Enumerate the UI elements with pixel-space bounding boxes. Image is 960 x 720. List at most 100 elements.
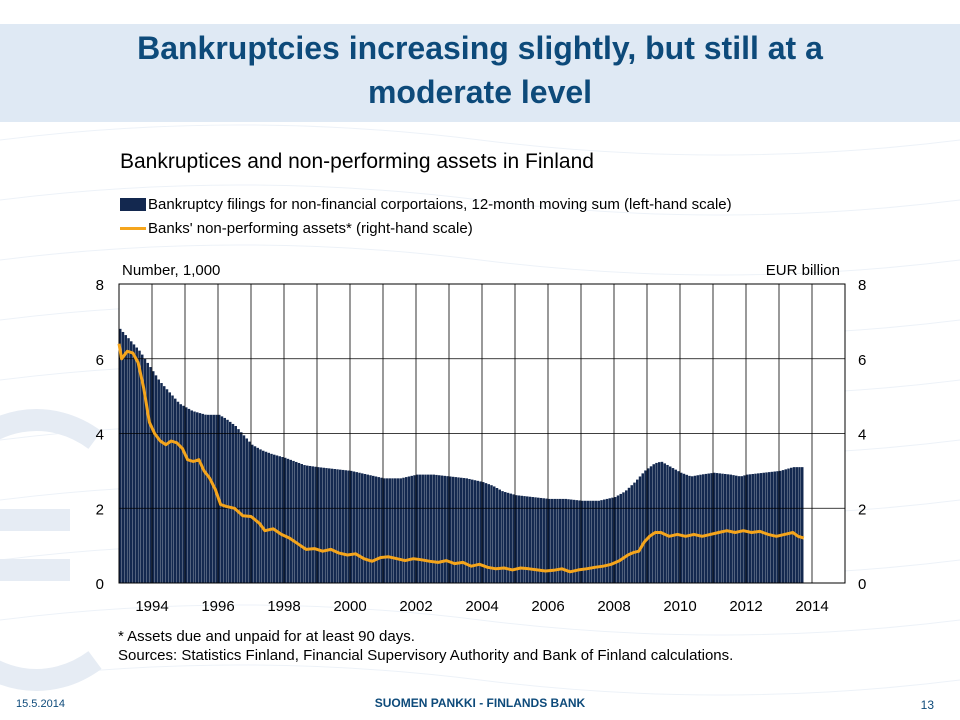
bankruptcy-bar (171, 395, 174, 583)
bankruptcy-bar (473, 480, 477, 583)
bankruptcy-bar (380, 477, 383, 583)
right-y-tick-label: 6 (858, 352, 866, 369)
bankruptcy-bar (132, 344, 136, 583)
bankruptcy-bar (570, 499, 573, 583)
bankruptcy-bar (121, 331, 125, 583)
npa-line (117, 343, 805, 574)
right-y-tick-label: 8 (858, 277, 866, 294)
footer-bank-name: SUOMEN PANKKI - FINLANDS BANK (374, 696, 586, 710)
bankruptcy-bar (732, 475, 735, 583)
bankruptcy-bar (603, 499, 606, 583)
bankruptcy-bar (638, 476, 642, 583)
bankruptcy-bar (680, 472, 683, 583)
bankruptcy-bar (559, 498, 562, 583)
bankruptcy-bar (259, 449, 262, 583)
x-tick-label: 2006 (531, 598, 564, 615)
bankruptcy-bar (286, 458, 290, 583)
bankruptcy-bar (311, 466, 314, 583)
bankruptcy-bar (396, 478, 400, 583)
bankruptcy-bar (240, 432, 243, 583)
bankruptcy-bar (465, 478, 468, 583)
bankruptcy-bar (374, 476, 378, 583)
bankruptcy-bar (630, 485, 633, 583)
bankruptcy-bar (355, 472, 358, 583)
bankruptcy-bar (308, 465, 312, 583)
bankruptcy-bar (130, 341, 133, 583)
bankruptcy-bar (319, 467, 323, 583)
bankruptcy-bar (696, 475, 699, 583)
bankruptcy-bar (647, 468, 650, 583)
bankruptcy-bar (512, 494, 515, 583)
legend-swatch-bar (120, 197, 146, 211)
bankruptcy-bar (476, 480, 479, 583)
bankruptcy-bar (182, 405, 185, 583)
bankruptcy-bar (578, 500, 581, 583)
bankruptcy-bar (295, 461, 298, 583)
bankruptcy-bar (594, 500, 598, 583)
bankruptcy-bar (575, 500, 578, 583)
bankruptcy-bar (174, 398, 177, 583)
right-y-tick-label: 4 (858, 427, 866, 444)
bankruptcy-bar (608, 498, 611, 583)
x-tick-label: 2012 (729, 598, 762, 615)
bankruptcy-bar (185, 407, 188, 583)
bankruptcy-bar (784, 469, 787, 583)
bankruptcy-bar (325, 468, 328, 583)
bankruptcy-bar (314, 466, 317, 583)
bankruptcy-bar (627, 487, 631, 583)
bankruptcy-bar (795, 467, 798, 583)
left-y-tick-label: 0 (96, 576, 104, 593)
bankruptcy-bar (748, 474, 752, 583)
bankruptcy-bar (792, 467, 796, 583)
bankruptcy-bar (330, 468, 334, 583)
bankruptcy-bar (391, 478, 394, 583)
bankruptcy-bar (746, 474, 749, 583)
bankruptcy-bar (636, 479, 639, 583)
bankruptcy-bar (798, 467, 801, 583)
bankruptcy-bar (198, 413, 202, 583)
bankruptcy-bar (721, 473, 724, 583)
bankruptcy-bar (273, 454, 276, 583)
bankruptcy-bar (292, 460, 295, 583)
bankruptcy-bar (339, 469, 342, 583)
bankruptcy-bar (204, 414, 207, 583)
bankruptcy-bar (402, 477, 405, 583)
bankruptcy-bar (281, 457, 284, 583)
bankruptcy-bar (358, 472, 361, 583)
bankruptcy-bar (515, 495, 518, 583)
bankruptcy-bar (306, 465, 309, 583)
bankruptcy-bar (770, 471, 774, 583)
bankruptcy-bar (242, 435, 246, 583)
bankruptcy-bar (220, 416, 224, 583)
legend-swatch-line (120, 226, 146, 230)
bankruptcy-bar (641, 473, 644, 583)
bankruptcy-bar (226, 419, 229, 583)
bankruptcy-bar (762, 472, 765, 583)
bankruptcy-bar (526, 496, 529, 583)
left-y-tick-label: 2 (96, 501, 104, 518)
bankruptcy-bar (361, 473, 364, 583)
bankruptcy-bar (303, 465, 306, 583)
legend-item-bankruptcies: Bankruptcy filings for non-financial cor… (120, 192, 732, 216)
bankruptcy-bar (699, 474, 702, 583)
bankruptcy-bar (366, 474, 369, 583)
bankruptcy-bar (454, 477, 457, 583)
bankruptcy-bar (539, 497, 543, 583)
bankruptcy-bar (317, 467, 320, 583)
bankruptcy-bar (369, 475, 372, 583)
bankruptcy-bar (385, 478, 389, 583)
bankruptcy-bar (586, 500, 589, 583)
bankruptcy-bar (352, 471, 356, 583)
chart-title: Bankruptices and non-performing assets i… (120, 150, 594, 173)
bankruptcy-bar (787, 468, 790, 583)
bankruptcy-bar (561, 498, 565, 583)
bankruptcy-bar (531, 497, 534, 583)
bankruptcy-bar (457, 477, 460, 583)
chart-notes: * Assets due and unpaid for at least 90 … (118, 627, 733, 665)
bankruptcy-bar (399, 478, 402, 583)
bankruptcy-bar (347, 470, 350, 583)
bankruptcy-bar (149, 367, 152, 583)
bankruptcy-bar (135, 347, 138, 583)
bankruptcy-bar (190, 410, 193, 583)
bankruptcy-bar (776, 471, 779, 583)
